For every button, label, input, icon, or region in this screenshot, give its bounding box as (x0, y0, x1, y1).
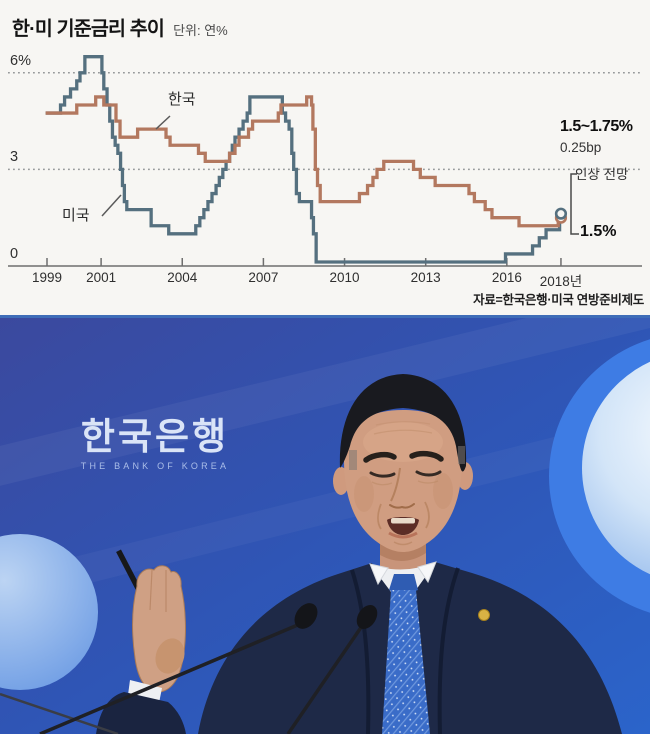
x-axis-tick-label: 2013 (410, 270, 441, 285)
annotation-us-forecast-step: 0.25bp (560, 140, 602, 155)
x-axis-tick-label: 2010 (329, 270, 360, 285)
temple-gray (349, 450, 357, 470)
forehead-line (373, 429, 433, 435)
nasolabial-fold (424, 501, 430, 529)
nasolabial-fold (377, 503, 382, 530)
finger-line (149, 569, 153, 611)
tie (382, 590, 430, 734)
series-line-한국 (45, 95, 561, 228)
section-divider (0, 315, 650, 318)
hand-with-pen (96, 549, 186, 734)
mic-boom (0, 692, 119, 734)
annotation-us-forecast-range: 1.5~1.75% (560, 118, 633, 135)
microphone-capsule (294, 603, 318, 629)
x-axis-tick-label: 2016 (491, 270, 522, 285)
microphone-capsule (356, 604, 378, 630)
eye-bag-line (417, 480, 439, 484)
end-marker-미국 (554, 207, 568, 220)
rate-chart: 한·미 기준금리 추이 단위: 연% 한국 미국 1.5~1.75% 0.25b… (0, 0, 650, 315)
y-axis-tick-label: 6% (10, 52, 31, 69)
source-credit: 자료=한국은행·미국 연방준비제도 (473, 293, 644, 307)
eye-bag-line (371, 481, 393, 486)
x-axis-tick-label: 2018년 (539, 274, 583, 289)
press-photo-canvas: 한국은행 THE BANK OF KOREA (0, 318, 650, 734)
eye (415, 470, 442, 477)
series-label-us: 미국 (62, 207, 90, 224)
forehead-line (375, 421, 431, 426)
hair (339, 374, 467, 472)
us-label-connector (101, 194, 122, 217)
microphones (0, 603, 378, 734)
series-line-미국 (45, 55, 563, 264)
backdrop-circle-right (582, 361, 650, 575)
temple-gray (458, 446, 465, 464)
shirt-collar (369, 563, 389, 586)
microphone-stem (39, 622, 301, 734)
eye (369, 471, 396, 478)
x-axis-tick-label: 2001 (86, 270, 117, 285)
y-axis-tick-label: 3 (10, 149, 19, 166)
microphone-stem (286, 625, 364, 734)
backdrop-circle-left (0, 534, 98, 690)
lapel-line (350, 569, 371, 734)
eyebrow (363, 451, 397, 463)
x-axis-tick-label: 1999 (31, 270, 63, 285)
backdrop-light-streak (0, 413, 650, 606)
backdrop-logo-korean: 한국은행 (81, 416, 229, 457)
press-photo: 한국은행 THE BANK OF KOREA (0, 318, 650, 734)
hand (132, 565, 186, 693)
x-axis-tick-label: 2004 (167, 270, 198, 285)
chart-header: 한·미 기준금리 추이 단위: 연% (12, 12, 228, 41)
thumb (155, 638, 185, 674)
chart-title: 한·미 기준금리 추이 (12, 18, 165, 40)
eyebrow (409, 450, 444, 462)
annotation-us-forecast-note: 인상 전망 (575, 167, 629, 182)
nose (390, 467, 401, 502)
rate-chart-canvas (8, 55, 642, 267)
backdrop-light-streak (0, 318, 650, 486)
lapel-line (437, 567, 460, 734)
annotation-bracket (570, 173, 579, 235)
teeth (391, 518, 415, 524)
backdrop-logo-english: THE BANK OF KOREA (81, 461, 229, 471)
lapel-pin (478, 609, 490, 621)
cheek-shading (433, 473, 453, 509)
korea-label-connector (155, 115, 171, 130)
x-axis-tick-label: 2007 (248, 270, 279, 285)
series-label-korea: 한국 (168, 91, 196, 108)
chart-unit-label: 단위: 연% (173, 23, 228, 38)
y-axis-tick-label: 0 (10, 246, 19, 262)
shirt-collar (417, 561, 437, 584)
cheek-shading (354, 476, 374, 512)
nostril-line (389, 503, 415, 509)
annotation-korea-rate: 1.5% (580, 223, 617, 240)
lower-lip (388, 531, 418, 539)
chin-crease (393, 541, 413, 546)
